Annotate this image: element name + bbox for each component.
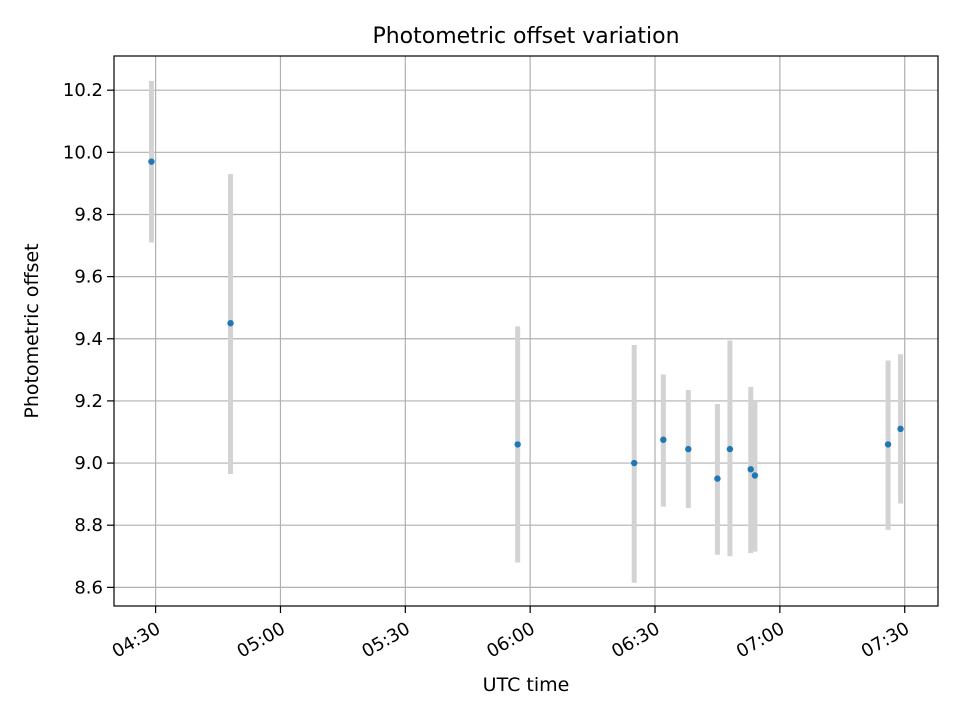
data-point — [747, 466, 754, 473]
y-tick-label: 9.4 — [74, 329, 103, 350]
data-point — [897, 425, 904, 433]
y-tick-label: 8.8 — [74, 515, 103, 536]
y-tick-label: 10.0 — [63, 142, 103, 163]
chart-title: Photometric offset variation — [372, 24, 679, 49]
y-tick-label: 10.2 — [63, 80, 103, 101]
data-point — [884, 441, 892, 448]
data-point — [514, 441, 521, 448]
y-tick-label: 9.0 — [74, 453, 103, 474]
y-tick-label: 8.6 — [74, 577, 103, 598]
data-point — [148, 158, 155, 165]
y-axis-label: Photometric offset — [21, 243, 43, 418]
plot-area-frame — [113, 55, 939, 607]
data-point — [227, 320, 234, 327]
y-tick-label: 9.8 — [74, 204, 103, 225]
data-point — [660, 436, 667, 443]
y-tick-label: 9.2 — [74, 391, 103, 412]
y-tick-label: 9.6 — [74, 267, 103, 288]
data-points — [148, 158, 904, 482]
data-point — [751, 472, 759, 479]
grid-lines — [114, 56, 938, 606]
data-point — [631, 459, 638, 467]
data-point — [685, 445, 692, 453]
data-point — [714, 475, 721, 482]
data-point — [726, 445, 734, 453]
x-axis-label: UTC time — [483, 674, 570, 696]
y-axis-ticks: 8.6 8.8 9.0 9.2 9.4 9.6 9.8 10.0 10.2 — [63, 80, 114, 598]
